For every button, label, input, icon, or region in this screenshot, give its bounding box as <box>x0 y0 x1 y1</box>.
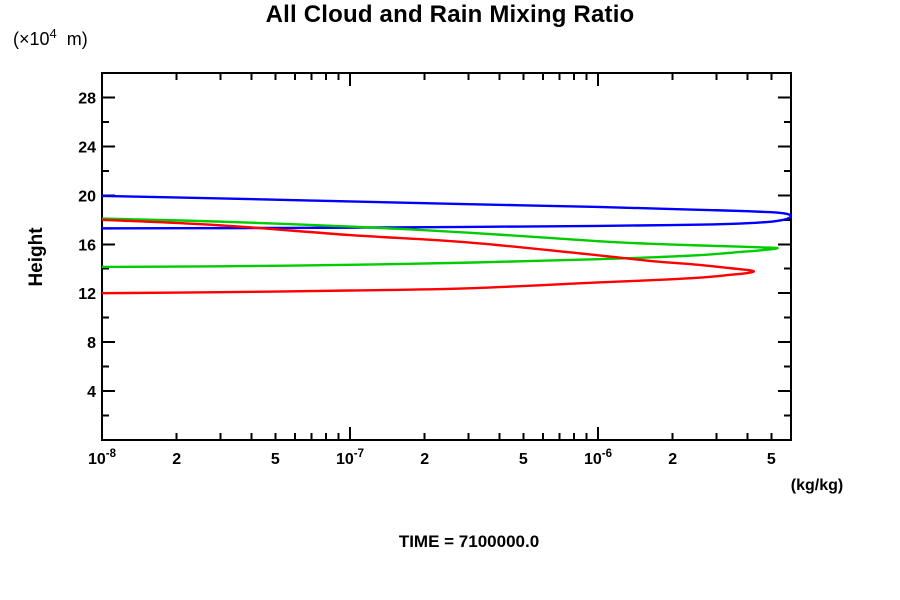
x-tick-label: 2 <box>668 451 677 468</box>
x-tick-label: 5 <box>271 451 280 468</box>
y-unit-suffix: m) <box>56 29 88 49</box>
x-tick-label: 10-8 <box>88 448 117 468</box>
plot-box <box>101 72 792 441</box>
y-tick-label: 24 <box>78 139 96 156</box>
x-tick-label: 2 <box>420 451 429 468</box>
chart-title: All Cloud and Rain Mixing Ratio <box>265 1 635 28</box>
x-tick-label: 10-6 <box>584 448 612 468</box>
y-unit-prefix: (×10 <box>13 29 50 49</box>
x-axis-unit-label: (kg/kg) <box>790 477 844 494</box>
curve-blue-profile <box>102 194 791 230</box>
y-tick-label: 12 <box>78 286 96 303</box>
x-tick-label: 5 <box>519 451 528 468</box>
y-tick-label: 16 <box>78 237 96 254</box>
y-axis-unit-label: (×104 m) <box>13 26 88 50</box>
y-tick-label: 8 <box>87 335 96 352</box>
y-tick-label: 4 <box>87 384 96 401</box>
y-unit-exponent: 4 <box>49 26 57 41</box>
y-tick-label: 28 <box>78 90 96 107</box>
x-tick-label: 2 <box>172 451 181 468</box>
time-caption: TIME = 7100000.0 <box>398 532 540 551</box>
x-tick-label: 5 <box>767 451 776 468</box>
curve-green-profile <box>102 217 779 269</box>
curve-red-profile <box>102 218 756 295</box>
x-tick-label: 10-7 <box>336 448 364 468</box>
y-tick-label: 20 <box>78 188 96 205</box>
